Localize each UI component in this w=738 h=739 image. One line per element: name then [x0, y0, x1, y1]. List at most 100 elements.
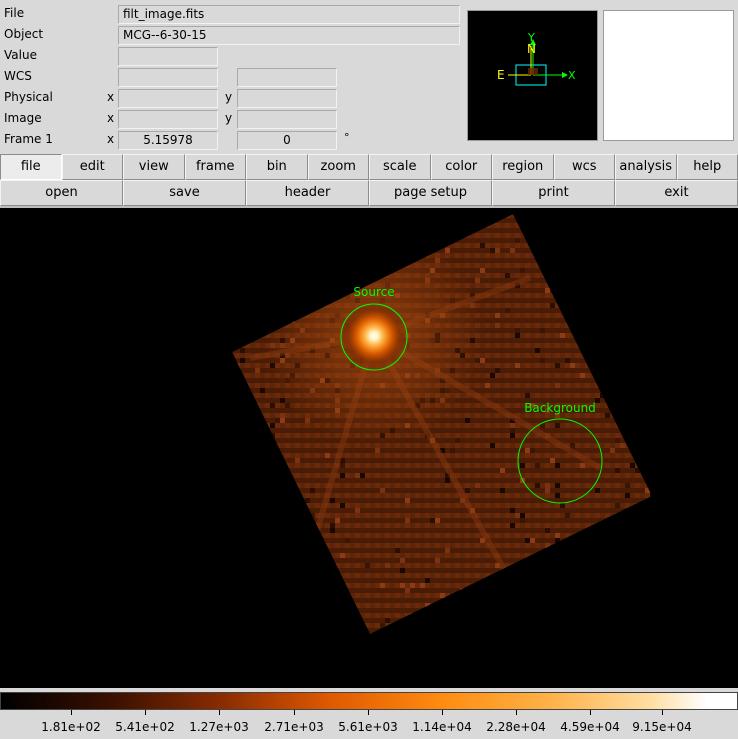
- noise-pixel: [440, 448, 445, 453]
- noise-pixel: [435, 518, 440, 523]
- menu-wcs-button[interactable]: wcs: [553, 154, 615, 180]
- noise-pixel: [295, 458, 300, 463]
- image-canvas[interactable]: Source Background: [0, 208, 738, 688]
- source-region-label: Source: [353, 285, 394, 299]
- menu-edit-button[interactable]: edit: [61, 154, 123, 180]
- noise-pixel: [235, 388, 240, 393]
- noise-pixel: [550, 223, 555, 228]
- noise-pixel: [270, 283, 275, 288]
- file-value-field[interactable]: filt_image.fits: [118, 5, 460, 24]
- image-y-field[interactable]: [237, 110, 337, 129]
- menu-scale-button[interactable]: scale: [369, 154, 431, 180]
- noise-pixel: [640, 588, 645, 593]
- background-region[interactable]: [517, 418, 603, 504]
- colorbar-tick: [442, 710, 443, 715]
- noise-pixel: [645, 408, 650, 413]
- source-region[interactable]: [340, 303, 408, 371]
- menu-region-button[interactable]: region: [492, 154, 554, 180]
- noise-pixel: [635, 398, 640, 403]
- page-setup-button[interactable]: page setup: [369, 180, 492, 206]
- physical-x-field[interactable]: [118, 89, 218, 108]
- noise-pixel: [420, 253, 425, 258]
- menu-color-button[interactable]: color: [430, 154, 492, 180]
- frame-zoom-field[interactable]: 5.15978: [118, 131, 218, 150]
- axis-y-arrow: [530, 39, 536, 45]
- exit-button[interactable]: exit: [615, 180, 738, 206]
- panner-thumbnail: [528, 68, 538, 75]
- noise-pixel: [580, 568, 585, 573]
- noise-pixel: [625, 318, 630, 323]
- noise-pixel: [555, 493, 560, 498]
- menu-frame-button[interactable]: frame: [184, 154, 246, 180]
- noise-pixel: [650, 568, 652, 573]
- noise-pixel: [555, 483, 560, 488]
- noise-pixel: [265, 218, 270, 223]
- noise-pixel: [240, 293, 245, 298]
- menu-file-button[interactable]: file: [0, 154, 62, 180]
- physical-label: Physical: [4, 90, 53, 104]
- noise-pixel: [475, 483, 480, 488]
- colorbar-label: 1.14e+04: [412, 720, 472, 734]
- noise-pixel: [255, 608, 260, 613]
- frame-angle-field[interactable]: 0: [237, 131, 337, 150]
- noise-pixel: [430, 613, 435, 618]
- noise-pixel: [525, 538, 530, 543]
- menu-view-button[interactable]: view: [123, 154, 185, 180]
- noise-pixel: [645, 528, 650, 533]
- noise-pixel: [295, 493, 300, 498]
- noise-pixel: [235, 388, 240, 393]
- noise-pixel: [350, 608, 355, 613]
- wcs-x-field[interactable]: [118, 68, 218, 87]
- noise-pixel: [570, 538, 575, 543]
- colorbar-tick: [662, 710, 663, 715]
- menu-help-button[interactable]: help: [676, 154, 738, 180]
- noise-pixel: [435, 243, 440, 248]
- noise-pixel: [615, 263, 620, 268]
- noise-pixel: [270, 423, 275, 428]
- noise-pixel: [495, 368, 500, 373]
- image-x-field[interactable]: [118, 110, 218, 129]
- noise-pixel: [625, 228, 630, 233]
- noise-pixel: [545, 408, 550, 413]
- noise-pixel: [290, 283, 295, 288]
- print-button[interactable]: print: [492, 180, 615, 206]
- noise-pixel: [565, 513, 570, 518]
- noise-pixel: [445, 628, 450, 633]
- noise-pixel: [440, 593, 445, 598]
- noise-pixel: [235, 298, 240, 303]
- noise-pixel: [620, 618, 625, 623]
- physical-y-field[interactable]: [237, 89, 337, 108]
- object-value-field[interactable]: MCG--6-30-15: [118, 26, 460, 45]
- panner[interactable]: N Y E X: [467, 10, 598, 141]
- noise-pixel: [275, 223, 280, 228]
- menu-zoom-button[interactable]: zoom: [307, 154, 369, 180]
- object-label: Object: [4, 27, 44, 41]
- menu-bin-button[interactable]: bin: [246, 154, 308, 180]
- noise-pixel: [530, 448, 535, 453]
- header-button[interactable]: header: [246, 180, 369, 206]
- colorbar-label: 5.41e+02: [115, 720, 175, 734]
- save-button[interactable]: save: [123, 180, 246, 206]
- noise-pixel: [590, 598, 595, 603]
- noise-pixel: [310, 488, 315, 493]
- noise-pixel: [395, 218, 400, 223]
- noise-pixel: [620, 443, 625, 448]
- noise-pixel: [335, 233, 340, 238]
- noise-pixel: [550, 603, 555, 608]
- image-frame[interactable]: Source Background: [0, 208, 738, 688]
- noise-pixel: [635, 468, 640, 473]
- noise-pixel: [645, 368, 650, 373]
- noise-pixel: [290, 278, 295, 283]
- open-button[interactable]: open: [0, 180, 123, 206]
- noise-pixel: [440, 238, 445, 243]
- menu-analysis-button[interactable]: analysis: [615, 154, 677, 180]
- value-field[interactable]: [118, 47, 218, 66]
- noise-pixel: [485, 383, 490, 388]
- noise-pixel: [310, 573, 315, 578]
- colorbar[interactable]: [0, 692, 738, 710]
- panner-compass: N Y E X: [497, 31, 576, 86]
- noise-pixel: [265, 603, 270, 608]
- wcs-y-field[interactable]: [237, 68, 337, 87]
- noise-pixel: [340, 463, 345, 468]
- field-of-view: [232, 214, 652, 634]
